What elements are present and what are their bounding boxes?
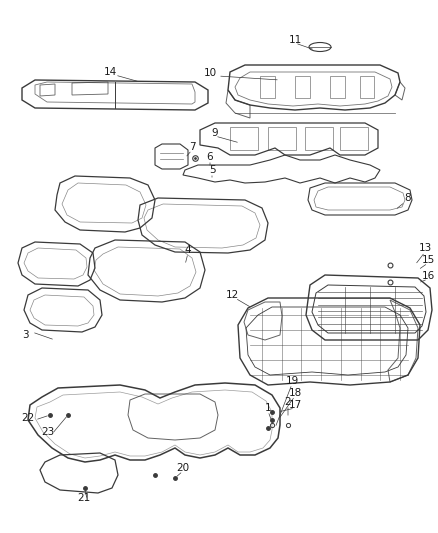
Text: 8: 8 — [405, 193, 411, 203]
Text: 22: 22 — [21, 413, 35, 423]
Text: 19: 19 — [286, 376, 299, 386]
Text: 23: 23 — [41, 427, 55, 437]
Text: 10: 10 — [203, 68, 216, 78]
Text: 11: 11 — [288, 35, 302, 45]
Text: 9: 9 — [212, 128, 218, 138]
Text: 1: 1 — [265, 403, 271, 413]
Text: 18: 18 — [288, 388, 302, 398]
Text: 6: 6 — [207, 152, 213, 162]
Text: 17: 17 — [288, 400, 302, 410]
Text: 3: 3 — [22, 330, 28, 340]
Text: 14: 14 — [103, 67, 117, 77]
Text: 13: 13 — [418, 243, 431, 253]
Text: 12: 12 — [226, 290, 239, 300]
Text: 2: 2 — [285, 397, 291, 407]
Text: 7: 7 — [189, 142, 195, 152]
Text: 21: 21 — [78, 493, 91, 503]
Text: 15: 15 — [421, 255, 434, 265]
Text: 5: 5 — [208, 165, 215, 175]
Text: 16: 16 — [421, 271, 434, 281]
Text: 20: 20 — [177, 463, 190, 473]
Text: 4: 4 — [185, 245, 191, 255]
